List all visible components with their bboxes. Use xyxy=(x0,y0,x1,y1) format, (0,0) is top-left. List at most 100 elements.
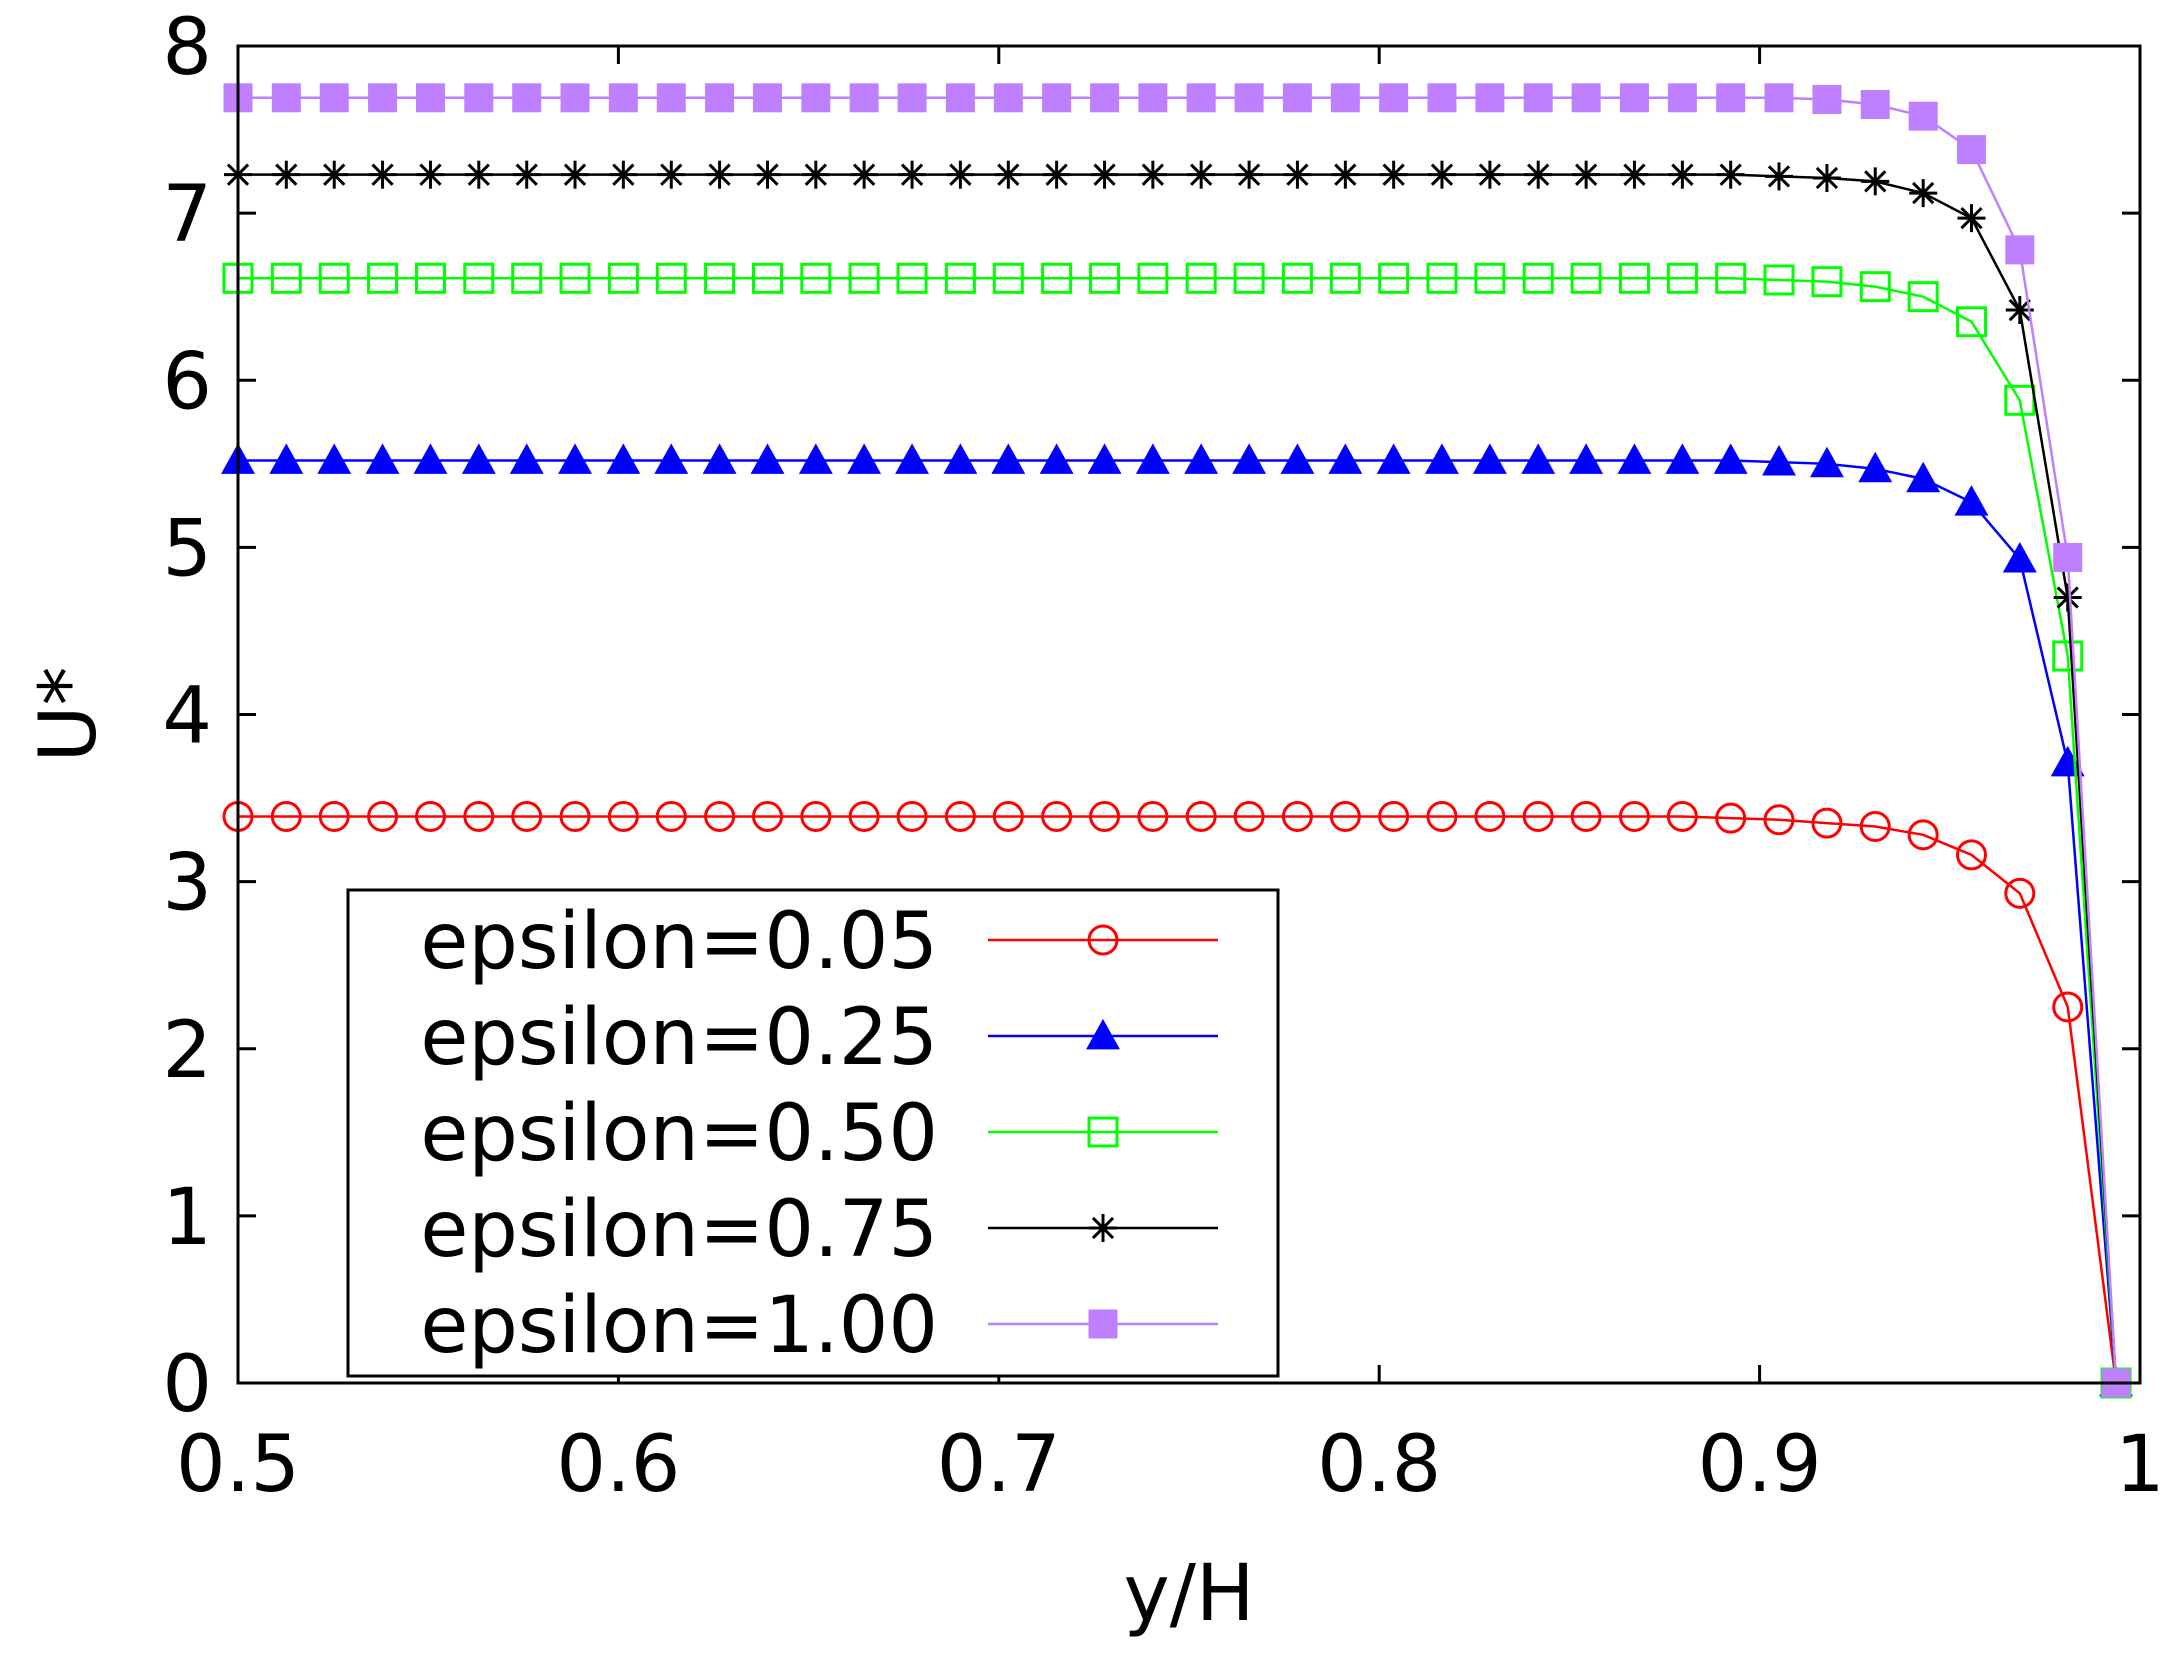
data-point xyxy=(1474,262,1506,294)
data-point xyxy=(1858,451,1893,483)
series-line xyxy=(238,459,2118,1384)
data-point xyxy=(561,160,590,189)
legend-marker xyxy=(1088,1309,1118,1339)
data-point xyxy=(1666,262,1698,294)
data-point xyxy=(1955,306,1987,338)
legend-marker xyxy=(1087,1116,1119,1148)
data-point xyxy=(413,443,448,474)
y-tick-label: 1 xyxy=(162,1173,212,1263)
data-point xyxy=(1472,443,1507,474)
data-point xyxy=(1665,443,1700,474)
data-point xyxy=(272,160,301,189)
data-point xyxy=(560,83,590,113)
data-point xyxy=(1041,262,1073,294)
data-point xyxy=(1523,83,1553,113)
data-point xyxy=(944,800,976,832)
data-point xyxy=(1957,204,1986,233)
x-tick-label: 0.9 xyxy=(1698,1420,1822,1510)
data-point xyxy=(1763,804,1795,836)
data-point xyxy=(1859,271,1891,303)
y-tick-label: 4 xyxy=(162,672,212,762)
data-point xyxy=(1281,262,1313,294)
data-point xyxy=(1762,445,1796,476)
data-point xyxy=(801,83,831,113)
data-point xyxy=(1522,800,1554,832)
legend-label: epsilon=0.75 xyxy=(420,1185,938,1275)
data-point xyxy=(800,262,832,294)
data-point xyxy=(367,262,399,294)
data-point xyxy=(1089,262,1121,294)
data-point xyxy=(848,800,880,832)
data-point xyxy=(509,443,544,474)
data-point xyxy=(1524,160,1553,189)
legend-marker xyxy=(1089,1214,1117,1242)
data-point xyxy=(1087,443,1122,474)
legend-item: epsilon=0.50 xyxy=(420,1089,1218,1179)
data-point xyxy=(1812,84,1842,114)
data-point xyxy=(1233,262,1265,294)
data-point xyxy=(1137,262,1169,294)
data-point xyxy=(318,262,350,294)
data-point xyxy=(368,160,397,189)
data-point xyxy=(1618,800,1650,832)
legend: epsilon=0.05epsilon=0.25epsilon=0.50epsi… xyxy=(346,888,1280,1378)
series-line xyxy=(238,815,2118,1384)
data-point xyxy=(1426,262,1458,294)
data-point xyxy=(2053,542,2083,572)
data-point xyxy=(1232,443,1267,474)
data-point xyxy=(1955,839,1987,871)
legend-item: epsilon=0.25 xyxy=(420,993,1218,1083)
data-point xyxy=(750,443,785,474)
y-tick-label: 3 xyxy=(162,839,212,929)
data-point xyxy=(1235,160,1264,189)
data-point xyxy=(1187,160,1216,189)
data-point xyxy=(319,83,349,113)
data-point xyxy=(271,83,301,113)
legend-marker xyxy=(1086,1018,1120,1050)
axes-layer: 0.5 0.6 0.7 0.8 0.9 1 0 1 2 3 4 5 6 7 8 xyxy=(162,3,2164,1510)
data-point xyxy=(1570,262,1602,294)
data-point xyxy=(512,160,541,189)
data-point xyxy=(1811,807,1843,839)
data-point xyxy=(1860,89,1890,119)
series-line xyxy=(238,173,2118,1384)
series-line xyxy=(238,96,2118,1384)
data-point xyxy=(1474,800,1506,832)
series-epsilon=1.00 xyxy=(223,83,2131,1398)
data-point xyxy=(1571,83,1601,113)
y-tick-label: 5 xyxy=(162,504,212,594)
data-point xyxy=(704,800,736,832)
data-point xyxy=(702,443,737,474)
data-point xyxy=(1427,160,1456,189)
data-point xyxy=(1234,83,1264,113)
data-point xyxy=(1667,83,1697,113)
data-point xyxy=(1089,800,1121,832)
data-point xyxy=(414,800,446,832)
data-point xyxy=(850,160,879,189)
data-point xyxy=(704,262,736,294)
data-point xyxy=(1186,83,1216,113)
data-point xyxy=(1039,443,1074,474)
data-point xyxy=(1041,800,1073,832)
data-point xyxy=(1619,83,1649,113)
data-point xyxy=(2002,541,2037,573)
data-point xyxy=(1859,810,1891,842)
legend-label: epsilon=0.50 xyxy=(420,1089,938,1179)
data-point xyxy=(1620,160,1649,189)
data-point xyxy=(416,160,445,189)
x-tick-label: 1 xyxy=(2115,1420,2165,1510)
series-epsilon=0.05 xyxy=(222,800,2132,1399)
data-point xyxy=(1618,262,1650,294)
data-point xyxy=(993,83,1023,113)
data-point xyxy=(414,262,446,294)
data-point xyxy=(1907,281,1939,313)
x-tick-label: 0.6 xyxy=(556,1420,680,1510)
data-point xyxy=(559,800,591,832)
data-point xyxy=(464,160,493,189)
legend-label: epsilon=0.25 xyxy=(420,993,938,1083)
data-point xyxy=(752,262,784,294)
data-point xyxy=(368,83,398,113)
data-point xyxy=(1328,443,1363,474)
data-point xyxy=(2053,583,2082,612)
data-point xyxy=(1716,160,1745,189)
